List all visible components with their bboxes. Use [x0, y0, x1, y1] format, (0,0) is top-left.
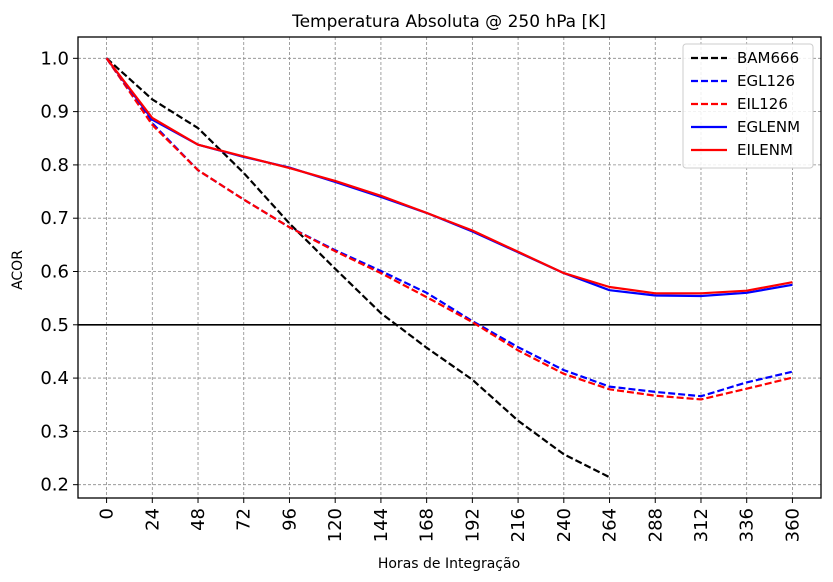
x-axis: 0 24 48 72 96 120 144 168 192 216 240 264 288 312 336 3…	[97, 498, 803, 542]
legend-item: EIL126	[691, 95, 788, 113]
x-tick-label: 360	[782, 508, 803, 542]
legend-label: EILENM	[737, 141, 793, 159]
y-tick-label: 0.8	[40, 155, 69, 176]
legend-item: EGLENM	[691, 118, 800, 136]
y-axis-title: ACOR	[10, 250, 26, 290]
x-tick-label: 264	[600, 508, 621, 542]
legend-box	[682, 43, 814, 169]
legend: BAM666 EGL126 EIL126 EGLENM EILENM	[682, 43, 814, 169]
legend-label: EIL126	[737, 95, 788, 113]
legend-label: EGL126	[737, 72, 795, 90]
y-tick-label: 0.9	[40, 102, 69, 123]
legend-item: EILENM	[691, 141, 793, 159]
x-tick-label: 240	[554, 508, 575, 542]
legend-label: EGLENM	[737, 118, 800, 136]
x-tick-label: 24	[142, 508, 163, 531]
x-tick-label: 168	[417, 508, 438, 542]
series-line-eilenm	[105, 57, 793, 295]
series-lines	[105, 57, 793, 479]
x-tick-label: 192	[462, 508, 483, 542]
x-tick-label: 144	[371, 508, 392, 542]
x-tick-label: 216	[508, 508, 529, 542]
y-tick-label: 0.4	[40, 368, 69, 389]
legend-label: BAM666	[737, 49, 799, 67]
legend-item: EGL126	[691, 72, 795, 90]
y-axis: 0.2 0.3 0.4 0.5 0.6 0.7 0.8 0.9 1.0	[40, 48, 78, 496]
y-tick-label: 0.2	[40, 475, 69, 496]
x-axis-title: Horas de Integração	[378, 556, 520, 572]
x-tick-label: 312	[691, 508, 712, 542]
plot-frame	[77, 36, 822, 499]
y-tick-label: 0.7	[40, 208, 69, 229]
y-tick-label: 0.3	[40, 421, 69, 442]
x-tick-label: 120	[325, 508, 346, 542]
x-tick-label: 288	[645, 508, 666, 542]
chart-title: Temperatura Absoluta @ 250 hPa [K]	[291, 12, 606, 32]
series-line-eil126	[105, 57, 793, 401]
series-line-bam666	[105, 57, 610, 479]
x-tick-label: 96	[279, 508, 300, 531]
y-tick-label: 0.5	[40, 315, 69, 336]
x-tick-label: 48	[188, 508, 209, 531]
x-tick-label: 336	[737, 508, 758, 542]
x-tick-label: 72	[234, 508, 255, 531]
x-tick-label: 0	[97, 508, 118, 519]
legend-item: BAM666	[691, 49, 799, 67]
y-tick-label: 1.0	[40, 48, 69, 69]
y-tick-label: 0.6	[40, 261, 69, 282]
